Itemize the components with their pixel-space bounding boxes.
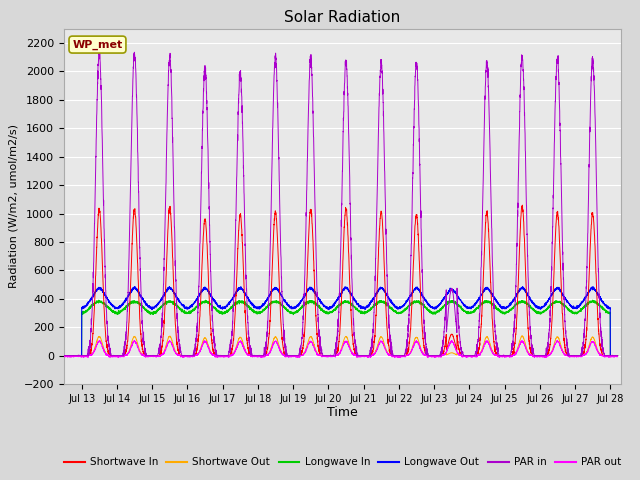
X-axis label: Time: Time	[327, 407, 358, 420]
Title: Solar Radiation: Solar Radiation	[284, 10, 401, 25]
Legend: Shortwave In, Shortwave Out, Longwave In, Longwave Out, PAR in, PAR out: Shortwave In, Shortwave Out, Longwave In…	[60, 453, 625, 471]
Y-axis label: Radiation (W/m2, umol/m2/s): Radiation (W/m2, umol/m2/s)	[8, 124, 18, 288]
Text: WP_met: WP_met	[72, 39, 123, 50]
